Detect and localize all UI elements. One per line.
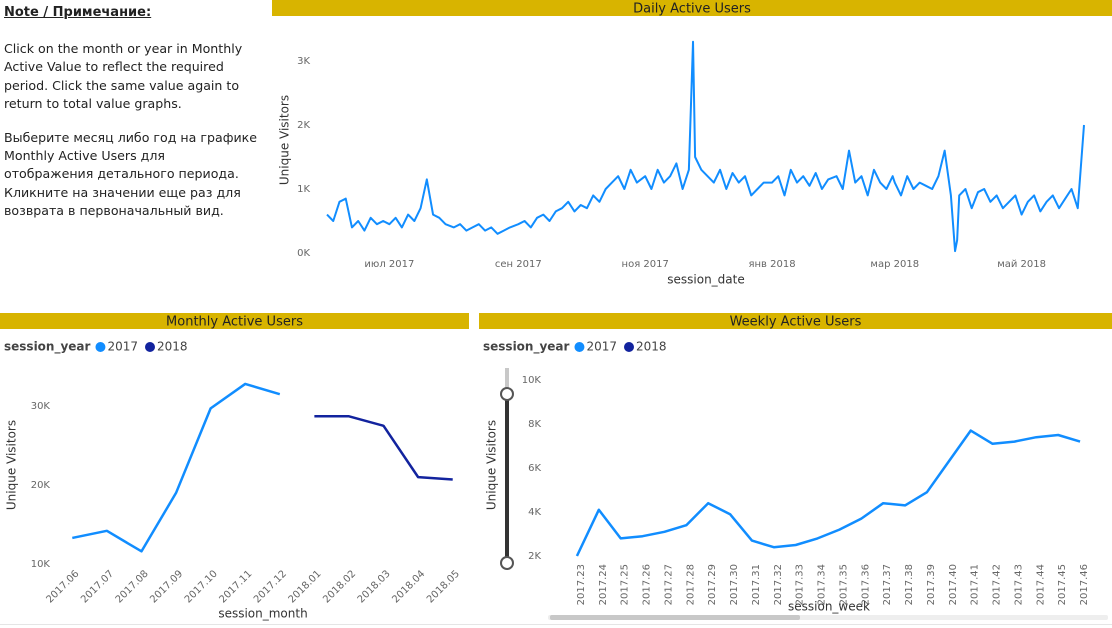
x-tick-label: 2017.25 [620, 564, 631, 605]
x-tick-label: 2017.07 [79, 568, 116, 605]
y-tick-label: 10K [31, 559, 51, 570]
x-tick-label: янв 2018 [749, 259, 796, 270]
legend-marker [95, 342, 106, 352]
legend-label: 2017 [107, 340, 138, 354]
x-tick-label: 2017.26 [642, 564, 653, 605]
x-tick-label: сен 2017 [495, 259, 542, 270]
x-tick-label: 2017.12 [252, 568, 289, 605]
x-axis-title: session_date [667, 273, 744, 287]
x-tick-label: 2017.39 [926, 564, 937, 605]
data-line [314, 415, 453, 481]
x-axis-title: session_month [218, 607, 307, 621]
y-axis-title: Unique Visitors [278, 95, 292, 185]
y-tick-label: 10K [522, 375, 542, 386]
x-tick-label: мар 2018 [870, 259, 919, 270]
legend-title: session_year [4, 340, 91, 355]
data-line [326, 40, 1085, 253]
y-tick-label: 30K [31, 401, 51, 412]
legend-marker [624, 342, 634, 352]
x-tick-label: 2017.24 [598, 564, 609, 605]
chart-header [272, 0, 1112, 16]
x-tick-label: 2017.28 [685, 564, 696, 605]
scrollbar-thumb[interactable] [550, 615, 800, 620]
note-line: отображения детального периода. [4, 166, 239, 182]
x-tick-label: май 2018 [997, 259, 1046, 270]
y-tick-label: 4K [528, 507, 541, 518]
x-tick-label: 2017.23 [576, 564, 587, 605]
y-tick-label: 2K [528, 551, 541, 562]
legend-marker [574, 342, 585, 352]
x-tick-label: 2017.09 [148, 568, 185, 605]
x-tick-label: июл 2017 [364, 259, 414, 270]
note-line: возврата в первоначальный вид. [4, 203, 224, 219]
y-axis-title: Unique Visitors [485, 420, 499, 510]
y-tick-label: 6K [528, 463, 541, 474]
note-line: period. Click the same value again to [4, 77, 240, 93]
x-tick-label: 2017.37 [882, 564, 893, 605]
x-tick-label: 2017.35 [838, 564, 849, 605]
chart-header [0, 313, 469, 329]
x-tick-label: 2017.36 [860, 564, 871, 605]
chart-title: Monthly Active Users [166, 315, 303, 330]
x-tick-label: 2017.27 [663, 564, 674, 605]
note-panel: Note / Примечание: Click on the month or… [4, 5, 266, 236]
x-tick-label: 2017.11 [217, 568, 254, 605]
x-tick-label: 2017.30 [729, 564, 740, 605]
note-paragraph: Click on the month or year in Monthly Act… [4, 40, 266, 114]
y-axis-title: Unique Visitors [5, 420, 19, 510]
x-tick-label: 2018.03 [356, 568, 393, 605]
note-line: return to total value graphs. [4, 96, 182, 112]
x-tick-label: ноя 2017 [622, 259, 669, 270]
legend-label: 2017 [586, 340, 617, 354]
zoom-handle[interactable] [500, 387, 514, 401]
chart-title: Weekly Active Users [730, 315, 862, 330]
legend-title: session_year [483, 340, 570, 355]
note-line: Click on the month or year in Monthly [4, 41, 243, 56]
x-tick-label: 2017.44 [1035, 564, 1046, 605]
x-tick-label: 2017.31 [751, 564, 762, 605]
y-tick-label: 2K [297, 120, 310, 131]
x-tick-label: 2018.04 [390, 568, 427, 605]
note-line: Кликните на значении еще раз для [4, 184, 241, 200]
note-paragraph: Выберите месяц либо год на графике Monthl… [4, 129, 266, 221]
divider [0, 624, 1112, 625]
note-title: Note / Примечание: [4, 5, 152, 20]
x-tick-label: 2017.29 [707, 564, 718, 605]
data-line [72, 382, 281, 553]
x-tick-label: 2017.32 [773, 564, 784, 605]
data-line [575, 429, 1081, 557]
y-tick-label: 1K [297, 184, 310, 195]
x-tick-label: 2017.33 [795, 564, 806, 605]
legend-label: 2018 [157, 340, 188, 354]
x-tick-label: 2017.42 [992, 564, 1003, 605]
y-tick-label: 20K [31, 480, 51, 491]
legend-marker [145, 342, 155, 352]
y-tick-label: 0K [297, 248, 310, 259]
x-tick-label: 2017.38 [904, 564, 915, 605]
x-tick-label: 2017.06 [45, 568, 82, 605]
y-tick-label: 3K [297, 56, 310, 67]
note-line: Выберите месяц либо год на графике [4, 129, 258, 145]
x-tick-label: 2017.40 [948, 564, 959, 605]
x-tick-label: 2017.34 [817, 564, 828, 605]
x-tick-label: 2017.41 [970, 564, 981, 605]
legend-label: 2018 [636, 340, 667, 354]
y-tick-label: 8K [528, 419, 541, 430]
chart-header [479, 313, 1112, 329]
x-tick-label: 2017.46 [1079, 564, 1090, 605]
note-line: Monthly Active Users для [4, 148, 165, 164]
x-tick-label: 2017.45 [1057, 564, 1068, 605]
x-tick-label: 2018.02 [321, 568, 358, 605]
zoom-handle[interactable] [500, 556, 514, 570]
x-axis-title: session_week [788, 600, 870, 614]
note-line: Active Value to reflect the required [4, 59, 224, 75]
x-tick-label: 2017.08 [114, 568, 151, 605]
x-tick-label: 2018.05 [425, 568, 462, 605]
x-tick-label: 2018.01 [287, 568, 324, 605]
x-tick-label: 2017.10 [183, 568, 220, 605]
chart-title: Daily Active Users [633, 2, 751, 17]
x-tick-label: 2017.43 [1013, 564, 1024, 605]
